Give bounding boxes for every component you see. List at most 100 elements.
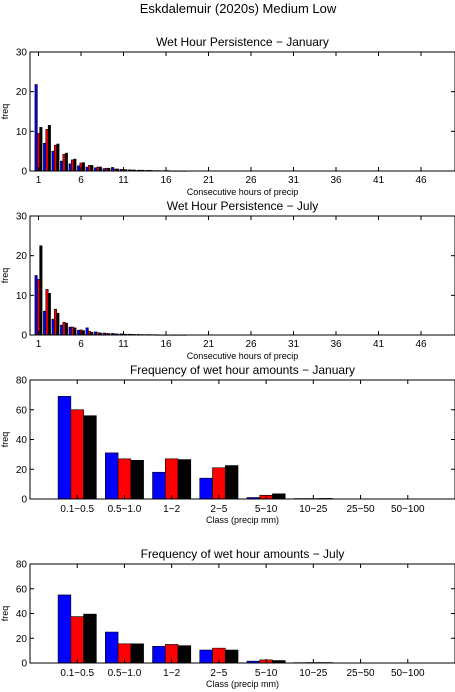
- panel1-xtick-label: 16: [160, 175, 172, 186]
- panel4-xtick-label: 50−100: [391, 668, 425, 679]
- panel1-bar: [54, 144, 57, 172]
- panel4-bar: [152, 645, 166, 664]
- panel2-xlabel: Consecutive hours of precip: [187, 351, 299, 361]
- panel2-ylabel: freq: [0, 268, 10, 284]
- panel3-bar: [70, 409, 84, 500]
- panel1-bar: [96, 166, 100, 172]
- panel4-bar: [57, 594, 72, 664]
- panel2-bar: [60, 324, 64, 336]
- panel3-bar: [83, 415, 97, 500]
- panel2-bar: [47, 293, 51, 336]
- panel4-xtick-label: 2−5: [210, 668, 227, 679]
- panel3-xtick-label: 0.1−0.5: [60, 504, 94, 515]
- panel4-ytick-label: 20: [16, 634, 28, 645]
- panel2-title: Wet Hour Persistence − July: [167, 199, 319, 213]
- panel1-bar: [111, 167, 115, 172]
- panel2-axes-box: [29, 215, 455, 336]
- panel1-bar: [43, 142, 47, 172]
- panel3-xtick-label: 10−25: [299, 504, 328, 515]
- panel4-ytick-label: 60: [16, 584, 28, 595]
- panel1-xtick-label: 36: [330, 175, 342, 186]
- figure-title: Eskdalemuir (2020s) Medium Low: [140, 1, 337, 16]
- panel1-bar: [88, 165, 91, 172]
- panel2-bar: [43, 310, 47, 336]
- panel2-bar: [64, 322, 68, 336]
- panel3-ytick-label: 20: [16, 465, 28, 476]
- panel3-ytick-label: 80: [16, 376, 28, 387]
- panel4-title: Frequency of wet hour amounts − July: [141, 547, 345, 561]
- panel2-xtick-label: 1: [36, 339, 42, 350]
- panel3-xtick-label: 50−100: [391, 504, 425, 515]
- panel2-bar: [71, 326, 74, 336]
- panel1-bar: [68, 163, 72, 172]
- panel4-xtick-label: 5−10: [255, 668, 278, 679]
- panel4-xtick-label: 10−25: [299, 668, 328, 679]
- panel1-title: Wet Hour Persistence − January: [156, 35, 329, 49]
- panel3-xtick-label: 0.5−1.0: [108, 504, 142, 515]
- panel2-bar: [77, 329, 81, 336]
- panel2-xtick-label: 31: [288, 339, 300, 350]
- panel3-bar: [105, 452, 119, 500]
- panel4-ytick-label: 40: [16, 609, 28, 620]
- panel3-bar: [212, 467, 226, 500]
- panel2-xtick-label: 41: [373, 339, 385, 350]
- panel2-xtick-label: 46: [415, 339, 427, 350]
- panel2-ytick-label: 10: [16, 291, 28, 302]
- panel3-bar: [164, 458, 179, 500]
- panel1-xtick-label: 1: [36, 175, 42, 186]
- panel4-ylabel: freq: [0, 606, 10, 622]
- panel2-bar: [34, 275, 38, 336]
- panel3-xtick-label: 5−10: [255, 504, 278, 515]
- panel2-bar: [45, 289, 49, 336]
- panel1-ylabel: freq: [0, 104, 10, 120]
- panel2-xtick-label: 21: [203, 339, 215, 350]
- panel1-ytick-label: 10: [16, 127, 28, 138]
- panel3-ytick-label: 60: [16, 405, 28, 416]
- panel4-xlabel: Class (precip mm): [206, 679, 279, 689]
- panel1-bar: [71, 159, 74, 172]
- panel2-xtick-label: 36: [330, 339, 342, 350]
- panel1-axes-box: [29, 51, 455, 172]
- panel3-title: Frequency of wet hour amounts − January: [130, 363, 355, 377]
- panel1-xtick-label: 31: [288, 175, 300, 186]
- panel1-bar: [37, 133, 40, 172]
- panel3-xtick-label: 2−5: [210, 504, 227, 515]
- panel4-ytick-label: 80: [16, 560, 28, 571]
- panel1-xtick-label: 6: [78, 175, 84, 186]
- panel2-xtick-label: 11: [118, 339, 129, 350]
- panel2-xtick-label: 16: [160, 339, 172, 350]
- panel4-bar: [83, 613, 97, 664]
- panel2-bar: [88, 331, 91, 336]
- panel3-bar: [152, 471, 166, 500]
- panel1-bar: [62, 154, 66, 172]
- panel1-bar: [85, 166, 89, 172]
- panel1-bar: [81, 162, 85, 172]
- panel2-bar: [81, 330, 85, 336]
- panel4-xtick-label: 25−50: [347, 668, 376, 679]
- panel2-ytick-label: 20: [16, 251, 28, 262]
- panel1-xtick-label: 11: [118, 175, 129, 186]
- panel1-bar: [56, 143, 60, 172]
- panel2-bar: [54, 308, 57, 336]
- panel2-bar: [51, 318, 55, 336]
- panel2-bar: [68, 326, 72, 336]
- panel3-ylabel: freq: [0, 432, 10, 448]
- panel4-bar: [130, 643, 144, 664]
- panel4-bar: [177, 645, 192, 664]
- panel4-bar: [199, 649, 213, 664]
- panel2-xtick-label: 26: [245, 339, 257, 350]
- panel1-bar: [47, 125, 51, 172]
- panel2-ytick-label: 0: [21, 331, 27, 342]
- panel1-bar: [39, 127, 43, 172]
- panel2-bar: [73, 327, 77, 336]
- panel1-bar: [51, 150, 55, 172]
- panel3-xtick-label: 1−2: [163, 504, 180, 515]
- panel1-bar: [64, 152, 68, 172]
- panel1-ytick-label: 20: [16, 87, 28, 98]
- panel1-bar: [73, 158, 77, 172]
- panel2-ytick-label: 30: [16, 212, 28, 223]
- panel1-bar: [45, 129, 49, 172]
- panel4-ytick-label: 0: [21, 659, 27, 670]
- panel4-xtick-label: 0.1−0.5: [60, 668, 94, 679]
